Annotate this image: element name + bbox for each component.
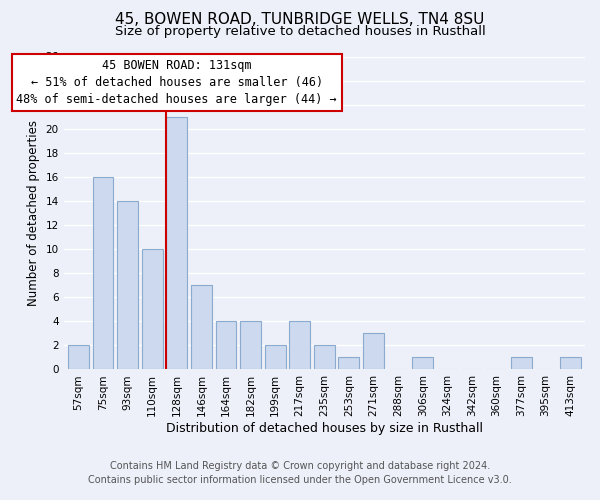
Y-axis label: Number of detached properties: Number of detached properties (27, 120, 40, 306)
Text: Contains HM Land Registry data © Crown copyright and database right 2024.
Contai: Contains HM Land Registry data © Crown c… (88, 461, 512, 485)
Bar (265, 346, 286, 370)
Text: 45 BOWEN ROAD: 131sqm
← 51% of detached houses are smaller (46)
48% of semi-deta: 45 BOWEN ROAD: 131sqm ← 51% of detached … (16, 59, 337, 106)
Bar (412, 358, 433, 370)
Bar (166, 116, 187, 370)
Bar (117, 201, 138, 370)
Bar (363, 334, 384, 370)
Bar (240, 322, 261, 370)
Bar (314, 346, 335, 370)
Bar (191, 285, 212, 370)
Text: 45, BOWEN ROAD, TUNBRIDGE WELLS, TN4 8SU: 45, BOWEN ROAD, TUNBRIDGE WELLS, TN4 8SU (115, 12, 485, 28)
Bar (92, 177, 113, 370)
Bar (338, 358, 359, 370)
Bar (68, 346, 89, 370)
X-axis label: Distribution of detached houses by size in Rusthall: Distribution of detached houses by size … (166, 422, 483, 435)
Bar (289, 322, 310, 370)
Bar (215, 322, 236, 370)
Bar (511, 358, 532, 370)
Bar (560, 358, 581, 370)
Bar (142, 249, 163, 370)
Text: Size of property relative to detached houses in Rusthall: Size of property relative to detached ho… (115, 25, 485, 38)
